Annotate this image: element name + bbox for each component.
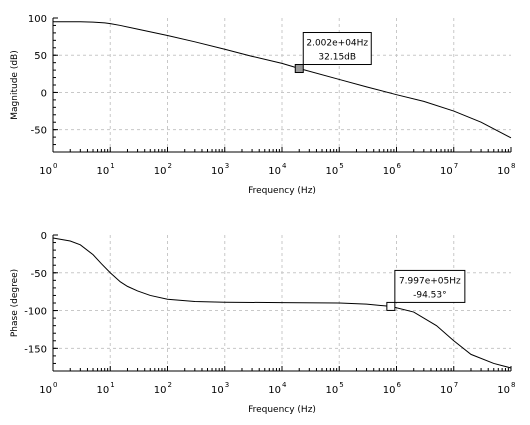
x-tick-label-base: 10 <box>97 385 110 396</box>
series-line <box>52 237 512 369</box>
x-tick-label-base: 10 <box>497 166 510 177</box>
datatip-marker <box>294 64 304 74</box>
x-tick-label-base: 10 <box>268 385 281 396</box>
x-tick-label-exponent: 0 <box>53 162 57 170</box>
datatip-label: -94.53° <box>413 290 447 300</box>
x-tick-label-base: 10 <box>39 385 52 396</box>
x-tick-label-base: 10 <box>39 166 52 177</box>
x-tick-label-exponent: 6 <box>397 162 402 170</box>
phase-plot: 10 0 10 1 10 2 10 3 10 4 10 5 10 6 10 7 10 80-50-100-1507… <box>10 231 515 415</box>
x-tick-label-exponent: 5 <box>339 162 343 170</box>
series-line <box>52 21 512 139</box>
y-tick-label: 0 <box>41 88 47 99</box>
x-axis-label: Frequency (Hz) <box>248 186 316 196</box>
x-tick-label-base: 10 <box>497 385 510 396</box>
x-tick-label-base: 10 <box>440 166 453 177</box>
datatip-label: 2.002e+04Hz <box>306 39 368 49</box>
y-tick-label: -150 <box>24 344 47 355</box>
x-tick-label-exponent: 7 <box>454 162 458 170</box>
y-tick-label: 0 <box>41 231 47 242</box>
y-axis-label: Magnitude (dB) <box>10 50 20 119</box>
x-tick-label-base: 10 <box>211 166 224 177</box>
x-tick-label-exponent: 6 <box>397 381 402 389</box>
x-tick-label-exponent: 7 <box>454 381 458 389</box>
datatip-marker <box>386 301 396 311</box>
datatip-box <box>302 32 372 66</box>
x-tick-label-base: 10 <box>383 385 396 396</box>
x-tick-label-base: 10 <box>440 385 453 396</box>
x-tick-label-exponent: 3 <box>225 381 229 389</box>
magnitude-plot: 10 0 10 1 10 2 10 3 10 4 10 5 10 6 10 7 10 8100500-502.00… <box>10 14 515 196</box>
x-tick-label-base: 10 <box>383 166 396 177</box>
x-tick-label-base: 10 <box>268 166 281 177</box>
y-tick-label: -100 <box>24 307 47 318</box>
x-tick-label-exponent: 8 <box>511 162 515 170</box>
y-tick-label: -50 <box>31 269 47 280</box>
y-tick-label: 50 <box>34 51 47 62</box>
x-tick-label-exponent: 1 <box>110 381 114 389</box>
datatip-label: 7.997e+05Hz <box>399 276 461 286</box>
x-tick-label-exponent: 1 <box>110 162 114 170</box>
x-tick-label-base: 10 <box>326 166 339 177</box>
x-tick-label-exponent: 0 <box>53 381 57 389</box>
x-tick-label-base: 10 <box>154 166 167 177</box>
datatip-label: 32.15dB <box>318 53 356 63</box>
x-tick-label-exponent: 5 <box>339 381 343 389</box>
x-tick-label-exponent: 4 <box>282 381 287 389</box>
x-tick-label-exponent: 2 <box>168 162 172 170</box>
x-tick-label-base: 10 <box>97 166 110 177</box>
x-tick-label-exponent: 3 <box>225 162 229 170</box>
x-tick-label-exponent: 8 <box>511 381 515 389</box>
x-tick-label-exponent: 4 <box>282 162 287 170</box>
x-tick-label-base: 10 <box>211 385 224 396</box>
x-tick-label-base: 10 <box>326 385 339 396</box>
datatip-box <box>394 269 466 303</box>
x-tick-label-base: 10 <box>154 385 167 396</box>
x-axis-label: Frequency (Hz) <box>248 405 316 415</box>
x-tick-label-exponent: 2 <box>168 381 172 389</box>
y-tick-label: -50 <box>31 126 47 137</box>
y-tick-label: 100 <box>28 14 47 25</box>
y-axis-label: Phase (degree) <box>10 269 20 337</box>
